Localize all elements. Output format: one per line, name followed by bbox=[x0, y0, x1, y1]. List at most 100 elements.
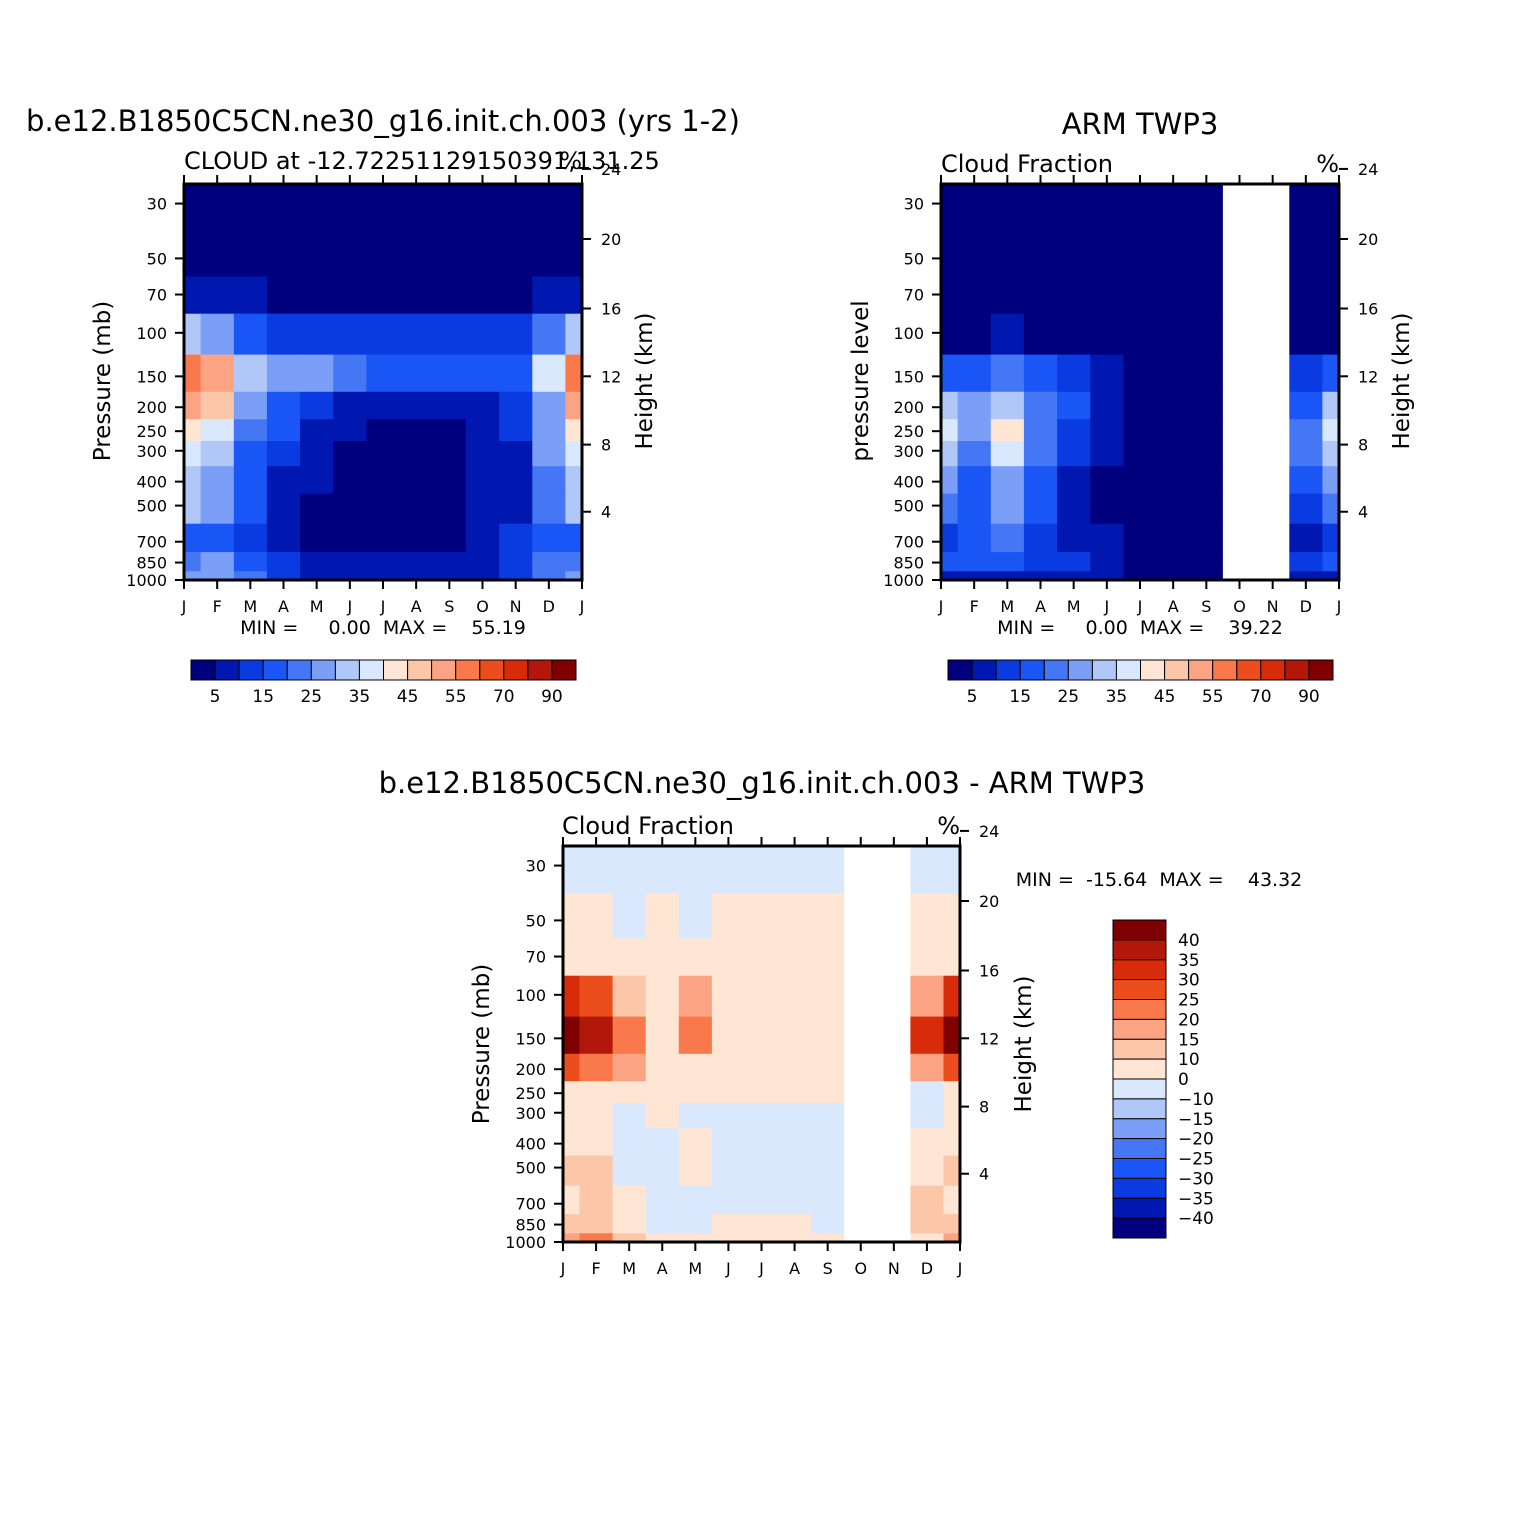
model-cell bbox=[432, 466, 467, 495]
obs-cell bbox=[1123, 231, 1158, 278]
model-cell bbox=[366, 493, 401, 525]
model-cell bbox=[366, 354, 401, 393]
model-colorbar-box bbox=[334, 659, 360, 681]
model-cell bbox=[233, 184, 268, 232]
obs-cell bbox=[1057, 391, 1091, 420]
obs-cell bbox=[1057, 313, 1091, 356]
obs-colorbar-label: 25 bbox=[1057, 687, 1079, 707]
diff-cell bbox=[678, 1053, 713, 1082]
model-cell bbox=[465, 571, 500, 581]
model-cell bbox=[499, 184, 533, 232]
diff-cell bbox=[678, 1155, 713, 1187]
diff-cell bbox=[563, 893, 581, 940]
model-cell bbox=[233, 441, 268, 467]
obs-cell bbox=[941, 276, 959, 315]
model-cell bbox=[233, 466, 268, 495]
obs-cell bbox=[1289, 276, 1324, 315]
model-cell bbox=[499, 571, 533, 581]
diff-cell bbox=[745, 1016, 779, 1055]
model-y2tick-label: 20 bbox=[601, 230, 621, 249]
obs-cell bbox=[1189, 276, 1224, 315]
diff-cell bbox=[943, 1016, 961, 1055]
obs-cell bbox=[1156, 523, 1191, 553]
diff-cell bbox=[579, 1214, 614, 1234]
model-cell bbox=[333, 466, 368, 495]
model-cell bbox=[266, 419, 301, 442]
model-cell bbox=[300, 552, 334, 572]
model-cell bbox=[432, 231, 467, 278]
diff-colorbar-box bbox=[1112, 1158, 1167, 1179]
model-cell bbox=[233, 552, 268, 572]
model-stats: MIN = 0.00 MAX = 55.19 bbox=[240, 617, 526, 639]
diff-cell bbox=[778, 893, 812, 940]
diff-colorbar-label: −40 bbox=[1178, 1209, 1214, 1229]
diff-y2tick-label: 20 bbox=[979, 892, 999, 911]
obs-field bbox=[941, 184, 1340, 581]
model-colorbar-label: 25 bbox=[300, 687, 322, 707]
diff-cell bbox=[778, 1185, 812, 1215]
diff-xtick-label: N bbox=[888, 1259, 900, 1278]
model-cell bbox=[200, 231, 235, 278]
diff-cell bbox=[645, 975, 680, 1018]
diff-cell bbox=[579, 846, 614, 894]
model-cell bbox=[266, 571, 301, 581]
diff-cell bbox=[563, 1016, 581, 1055]
obs-colorbar-box bbox=[1019, 659, 1045, 681]
diff-cell bbox=[811, 1214, 845, 1234]
model-cell bbox=[333, 493, 368, 525]
model-colorbar-box bbox=[310, 659, 336, 681]
model-xtick-label: A bbox=[411, 597, 422, 616]
obs-cell bbox=[941, 354, 959, 393]
obs-cell bbox=[1189, 391, 1224, 420]
model-ytick-label: 250 bbox=[136, 422, 167, 441]
diff-cell bbox=[745, 975, 779, 1018]
model-cell bbox=[200, 523, 235, 553]
diff-colorbar-label: 20 bbox=[1178, 1010, 1200, 1030]
diff-cell bbox=[711, 1103, 746, 1129]
diff-cell bbox=[844, 846, 878, 894]
diff-cell bbox=[844, 1214, 878, 1234]
obs-cell bbox=[1057, 276, 1091, 315]
model-cell bbox=[300, 184, 334, 232]
diff-colorbar-label: −10 bbox=[1178, 1090, 1214, 1110]
diff-cell bbox=[877, 938, 911, 977]
model-xtick-label: J bbox=[579, 597, 585, 616]
obs-cell bbox=[941, 571, 959, 581]
model-cell bbox=[333, 523, 368, 553]
diff-colorbar-label: 40 bbox=[1178, 931, 1200, 951]
model-cell bbox=[499, 276, 533, 315]
obs-cell bbox=[1156, 552, 1191, 572]
obs-xtick-label: S bbox=[1201, 597, 1211, 616]
model-panel: b.e12.B1850C5CN.ne30_g16.init.ch.003 (yr… bbox=[26, 104, 740, 707]
diff-cell bbox=[678, 1103, 713, 1129]
diff-cell bbox=[943, 1103, 961, 1129]
obs-cell bbox=[1189, 571, 1224, 581]
obs-cell bbox=[1023, 466, 1058, 495]
obs-y2tick-label: 16 bbox=[1358, 300, 1378, 319]
model-cell bbox=[399, 313, 434, 356]
diff-cell bbox=[811, 1103, 845, 1129]
obs-y2tick-label: 8 bbox=[1358, 436, 1368, 455]
obs-cell bbox=[1222, 276, 1257, 315]
model-cell bbox=[184, 313, 202, 356]
model-cell bbox=[300, 466, 334, 495]
obs-cell bbox=[1156, 184, 1191, 232]
obs-cell bbox=[1189, 354, 1224, 393]
model-cell bbox=[366, 466, 401, 495]
model-ytick-label: 100 bbox=[136, 324, 167, 343]
diff-ytick-label: 500 bbox=[515, 1159, 546, 1178]
obs-cell bbox=[1156, 276, 1191, 315]
diff-xtick-label: A bbox=[657, 1259, 668, 1278]
model-cell bbox=[366, 184, 401, 232]
obs-xtick-label: F bbox=[970, 597, 979, 616]
model-cell bbox=[465, 441, 500, 467]
diff-colorbar-box bbox=[1112, 1118, 1167, 1140]
obs-cell bbox=[990, 419, 1025, 442]
obs-cell bbox=[941, 419, 959, 442]
model-cell bbox=[200, 354, 235, 393]
diff-cell bbox=[612, 975, 647, 1018]
model-cell bbox=[432, 354, 467, 393]
diff-cell bbox=[563, 1214, 581, 1234]
diff-cell bbox=[645, 1233, 680, 1243]
model-cell bbox=[565, 441, 583, 467]
